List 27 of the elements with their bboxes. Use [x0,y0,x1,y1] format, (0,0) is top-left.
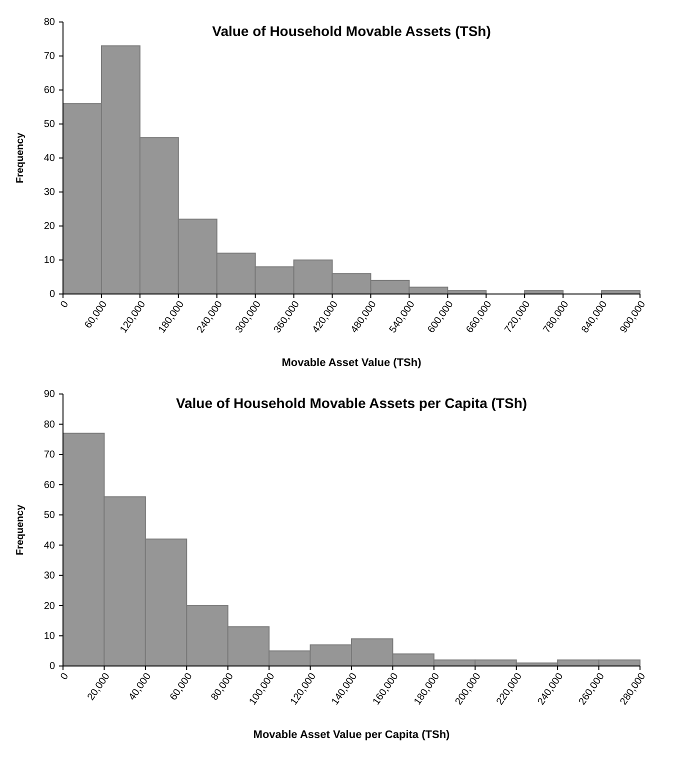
y-tick-label: 20 [44,221,56,232]
y-tick-label: 30 [44,570,56,582]
y-tick-label: 80 [44,17,56,28]
y-tick-label: 60 [44,480,56,491]
y-tick-label: 70 [44,51,56,62]
chart-title: Value of Household Movable Assets (TSh) [212,23,491,39]
y-tick-label: 70 [44,450,56,461]
y-tick-label: 20 [44,600,56,612]
y-axis-title: Frequency [15,504,26,556]
chart-title: Value of Household Movable Assets per Capita (TSh) [176,395,528,411]
y-tick-label: 0 [49,661,56,672]
y-tick-label: 0 [49,289,56,300]
y-tick-label: 40 [44,153,56,164]
y-tick-label: 30 [44,187,56,198]
x-axis-title: Movable Asset Value per Capita (TSh) [253,729,450,741]
y-tick-label: 40 [44,540,56,552]
x-axis-title: Movable Asset Value (TSh) [282,357,422,369]
y-tick-label: 50 [44,119,56,130]
y-tick-label: 10 [44,255,56,266]
x-tick-label: 0 [58,670,72,682]
y-tick-label: 90 [44,389,56,400]
y-tick-label: 50 [44,510,56,522]
x-tick-label: 0 [58,298,72,310]
y-axis-title: Frequency [15,132,26,184]
y-tick-label: 10 [44,630,56,642]
y-tick-label: 60 [44,85,56,96]
y-tick-label: 80 [44,419,56,430]
